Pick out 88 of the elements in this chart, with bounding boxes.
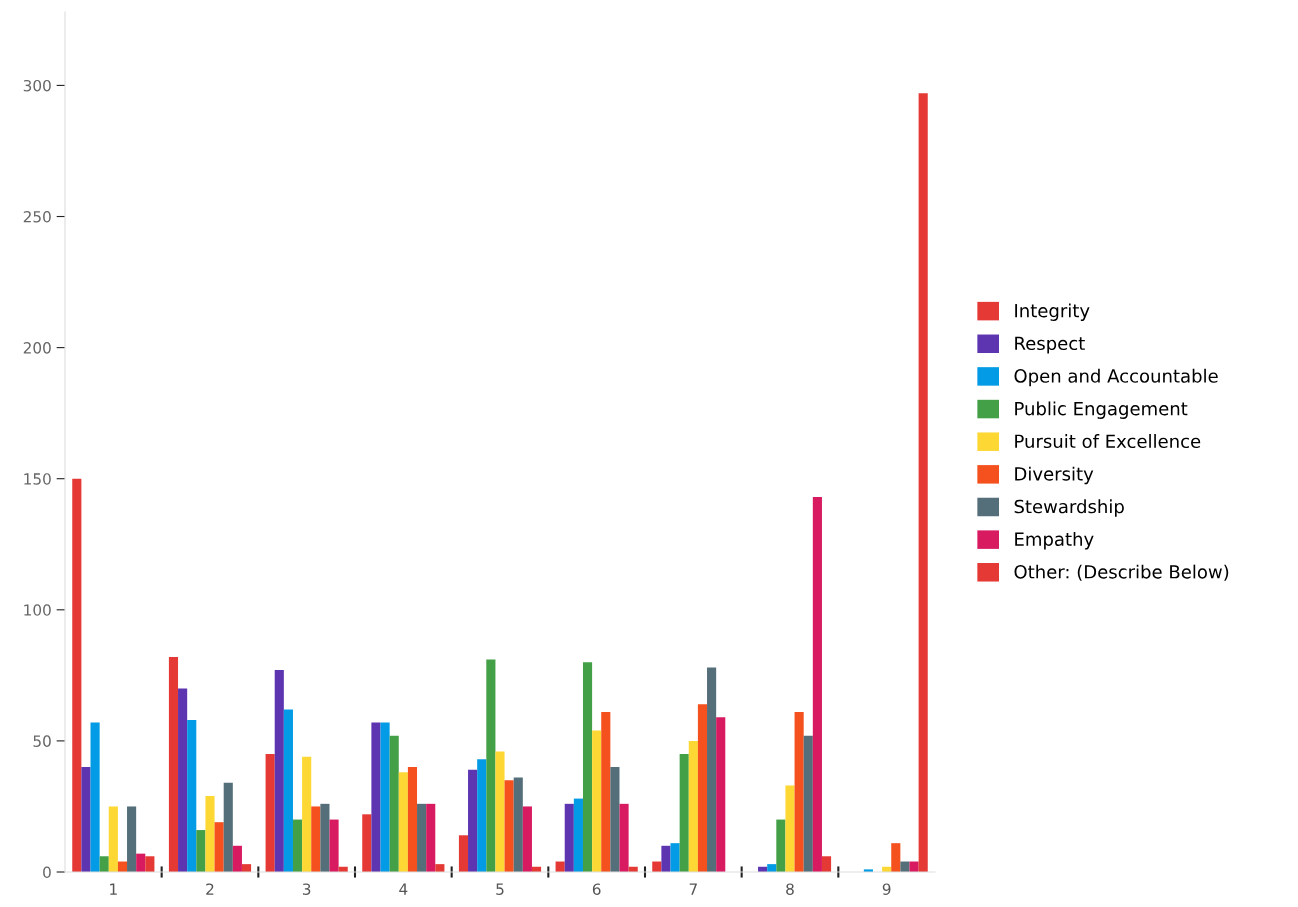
bar [522, 806, 532, 872]
bar [311, 806, 321, 872]
y-tick-label: 150 [24, 473, 51, 485]
bar [108, 806, 118, 872]
bar [168, 657, 179, 872]
bar [371, 722, 381, 872]
bar [302, 756, 312, 872]
x-tick-label: 5 [496, 883, 504, 895]
legend-label: Stewardship [1014, 499, 1124, 517]
bar [573, 798, 583, 872]
y-tick-label: 250 [23, 210, 51, 223]
bar [803, 735, 813, 872]
bar [504, 780, 514, 872]
x-tick-label: 9 [882, 883, 891, 895]
x-tick-label: 1 [110, 883, 117, 895]
y-tick-label: 300 [23, 79, 51, 92]
bar [320, 803, 330, 872]
legend-label: Public Engagement [1015, 401, 1188, 419]
x-tick-label: 3 [302, 883, 311, 895]
bar [380, 722, 390, 872]
bar [99, 856, 109, 872]
y-tick-label: 0 [43, 866, 51, 879]
bar [794, 712, 804, 872]
bar [214, 822, 224, 872]
bar [265, 754, 275, 872]
legend-label: Respect [1015, 336, 1085, 354]
bar [610, 767, 620, 872]
bar [458, 835, 469, 872]
bar [670, 843, 680, 872]
bar [389, 735, 399, 872]
bar [909, 861, 919, 872]
x-tick-label: 4 [399, 883, 408, 895]
bar [679, 754, 689, 872]
bar [145, 856, 155, 872]
bar [136, 853, 146, 872]
bar [81, 767, 91, 872]
bar [178, 688, 188, 872]
bar [292, 819, 303, 872]
legend-label: Empathy [1015, 532, 1094, 550]
bar [688, 740, 698, 872]
legend-label: Open and Accountable [1014, 368, 1218, 387]
bar [619, 803, 629, 872]
bar [407, 767, 418, 872]
bar [223, 782, 233, 872]
x-tick-label: 2 [206, 883, 214, 895]
bar [127, 806, 137, 872]
bar [283, 709, 293, 872]
bar [274, 670, 284, 872]
bar [398, 772, 408, 872]
bar [918, 93, 928, 872]
bar [187, 719, 197, 872]
bar [661, 845, 671, 872]
bar [513, 777, 523, 872]
legend-label: Other: (Describe Below) [1014, 564, 1229, 581]
bar [582, 662, 593, 872]
bar [592, 730, 602, 872]
bar [417, 803, 427, 872]
bar [90, 722, 100, 872]
bar [477, 759, 487, 872]
legend-label: Pursuit of Excellence [1015, 434, 1201, 449]
x-tick-label: 8 [786, 883, 794, 895]
bar [362, 814, 372, 872]
bar [468, 769, 478, 872]
bar [564, 803, 574, 872]
bar [697, 704, 708, 872]
x-tick-label: 7 [689, 883, 697, 895]
legend-label: Diversity [1015, 466, 1094, 485]
bar [196, 830, 206, 872]
bar [891, 843, 901, 872]
y-tick-label: 200 [23, 342, 51, 354]
bar [821, 856, 832, 872]
bar [716, 717, 726, 872]
bar [329, 819, 339, 872]
bar [707, 667, 717, 872]
legend-label: Integrity [1015, 303, 1090, 321]
bar [812, 497, 822, 872]
y-tick-label: 50 [33, 735, 51, 747]
bar [776, 819, 786, 872]
bar [601, 712, 611, 872]
bar [495, 751, 505, 872]
bar [426, 803, 436, 872]
bar [232, 845, 242, 872]
bar [785, 785, 795, 872]
bar [486, 659, 496, 872]
bar [72, 478, 82, 872]
bar [205, 795, 215, 872]
x-tick-label: 6 [592, 883, 601, 895]
y-tick-label: 100 [24, 604, 51, 616]
